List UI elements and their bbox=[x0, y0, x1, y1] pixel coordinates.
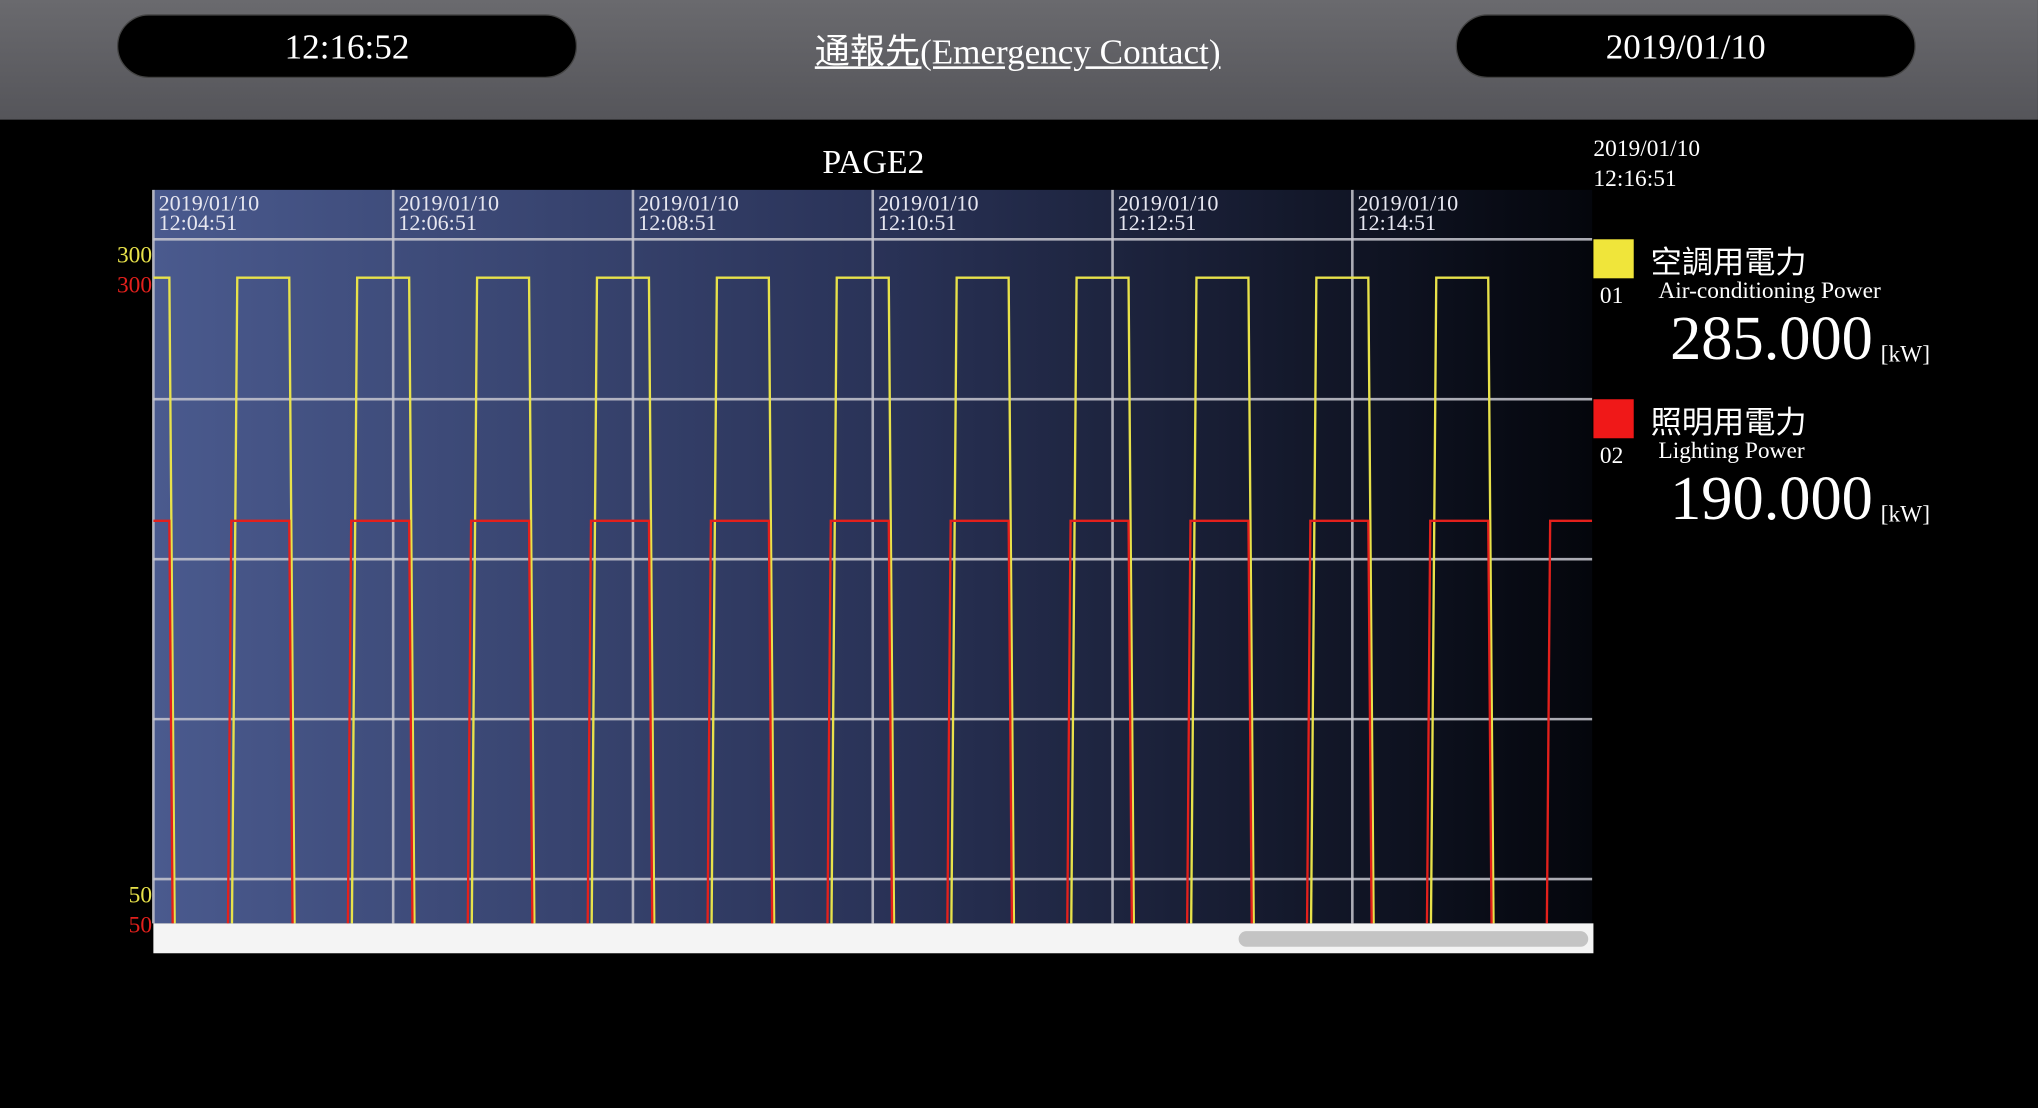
x-tick-label: 2019/01/10 12:04:51 bbox=[158, 191, 260, 236]
emergency-contact-link[interactable]: 通報先(Emergency Contact) bbox=[814, 32, 1221, 72]
x-tick-label: 2019/01/10 12:12:51 bbox=[1117, 191, 1219, 236]
y2-tick-label: 300 bbox=[117, 273, 152, 299]
x-tick-label: 2019/01/10 12:10:51 bbox=[877, 191, 979, 236]
series-line bbox=[153, 519, 1593, 924]
x-tick-label: 2019/01/10 12:14:51 bbox=[1357, 191, 1459, 236]
legend-swatch bbox=[1593, 239, 1634, 279]
legend-unit: [kW] bbox=[1880, 340, 1931, 367]
y-tick-label: 300 bbox=[117, 243, 152, 269]
x-tick-label: 2019/01/10 12:06:51 bbox=[398, 191, 500, 236]
y-tick-label: 50 bbox=[129, 882, 152, 908]
legend-name: 空調用電力 bbox=[1650, 247, 1807, 281]
legend-name-en: Lighting Power bbox=[1658, 436, 1805, 463]
legend-swatch bbox=[1593, 399, 1634, 439]
clock: 12:16:52 bbox=[116, 14, 578, 79]
legend-name-en: Air-conditioning Power bbox=[1658, 277, 1881, 304]
legend-id: 01 bbox=[1599, 282, 1624, 309]
y2-tick-label: 50 bbox=[129, 912, 152, 938]
legend-unit: [kW] bbox=[1880, 500, 1931, 527]
legend-value: 285.000 bbox=[1670, 304, 1873, 374]
page-title: PAGE2 bbox=[822, 143, 925, 181]
legend-id: 02 bbox=[1599, 442, 1624, 469]
x-tick-label: 2019/01/10 12:08:51 bbox=[638, 191, 739, 236]
legend-value: 190.000 bbox=[1670, 464, 1873, 534]
chart-timestamp: 2019/01/10 12:16:51 bbox=[1593, 135, 1701, 192]
date: 2019/01/10 bbox=[1455, 14, 1916, 79]
scrollbar-thumb[interactable] bbox=[1238, 931, 1589, 947]
legend-name: 照明用電力 bbox=[1650, 407, 1807, 441]
